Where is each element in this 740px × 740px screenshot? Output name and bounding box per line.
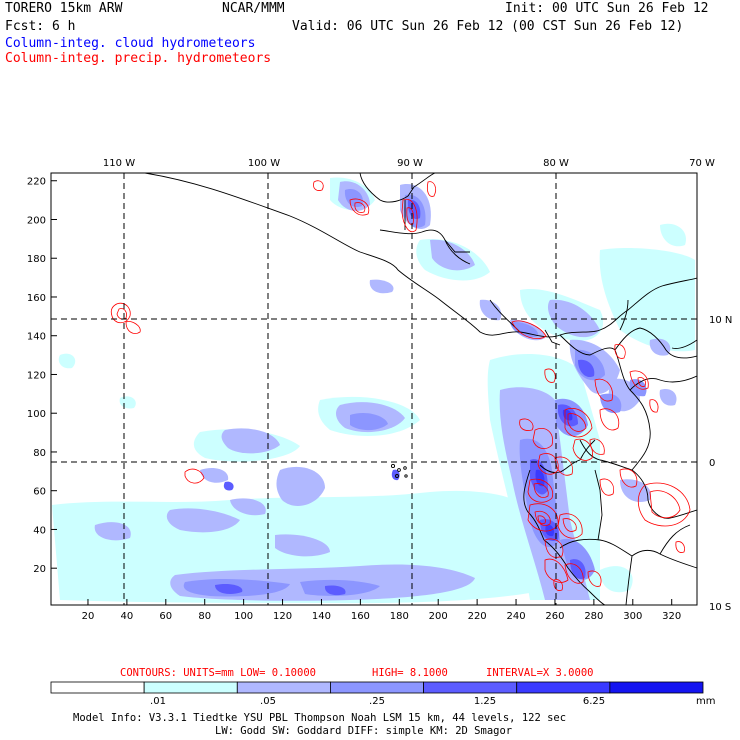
y-tick-label: 220 (27, 177, 46, 188)
colorbar-unit: mm (696, 696, 715, 707)
colorbar-swatch (516, 681, 611, 694)
lon-label: 70 W (689, 158, 715, 169)
lat-label: 10 S (709, 602, 731, 613)
plot-frame (50, 172, 698, 606)
x-tick-label: 300 (623, 611, 642, 622)
y-axis-ticks: 20 40 60 80 100 120 140 160 180 200 220 (27, 177, 57, 575)
colorbar-label: .01 (150, 696, 166, 707)
precip-contours (110, 180, 691, 591)
init-time: Init: 00 UTC Sun 26 Feb 12 (505, 1, 709, 16)
lon-label: 80 W (543, 158, 569, 169)
colorbar-label: .25 (369, 696, 385, 707)
x-tick-label: 100 (234, 611, 253, 622)
contour-high: HIGH= 8.1000 (372, 667, 448, 679)
x-tick-label: 40 (121, 611, 134, 622)
x-tick-label: 260 (545, 611, 564, 622)
model-name: TORERO 15km ARW (5, 1, 123, 16)
colorbar-label: 6.25 (583, 696, 605, 707)
x-tick-label: 180 (390, 611, 409, 622)
colorbar-swatch (50, 681, 145, 694)
x-tick-label: 60 (159, 611, 172, 622)
graticule (51, 173, 697, 605)
field-title-cloud: Column-integ. cloud hydrometeors (5, 36, 256, 51)
colorbar-label: .05 (260, 696, 276, 707)
coastlines (144, 173, 697, 605)
x-axis-ticks: 20 40 60 80 100 120 140 160 180 200 220 240 260 280 30… (82, 599, 681, 622)
colorbar-label: 1.25 (474, 696, 496, 707)
y-tick-label: 200 (27, 215, 46, 226)
colorbar-swatch (236, 681, 331, 694)
lat-label: 0 (709, 458, 715, 469)
y-tick-label: 40 (33, 525, 46, 536)
y-tick-label: 120 (27, 370, 46, 381)
x-tick-label: 280 (584, 611, 603, 622)
lon-label: 90 W (397, 158, 423, 169)
x-tick-label: 320 (662, 611, 681, 622)
forecast-hour: Fcst: 6 h (5, 19, 76, 34)
model-info: Model Info: V3.3.1 Tiedtke YSU PBL Thomp… (73, 712, 567, 724)
organization-label: NCAR/MMM (222, 1, 285, 16)
x-tick-label: 20 (82, 611, 95, 622)
physics-info: LW: Godd SW: Goddard DIFF: simple KM: 2D… (215, 725, 513, 737)
y-tick-label: 20 (33, 564, 46, 575)
x-tick-label: 160 (351, 611, 370, 622)
valid-time: Valid: 06 UTC Sun 26 Feb 12 (00 CST Sun … (292, 19, 684, 34)
x-tick-label: 240 (506, 611, 525, 622)
colorbar (50, 681, 704, 694)
lon-label: 100 W (248, 158, 280, 169)
colorbar-swatch (609, 681, 704, 694)
field-title-precip: Column-integ. precip. hydrometeors (5, 51, 272, 66)
lon-label: 110 W (103, 158, 135, 169)
x-tick-label: 120 (273, 611, 292, 622)
x-tick-label: 140 (312, 611, 331, 622)
cloud-hydrometeor-shading (52, 177, 695, 604)
y-tick-label: 100 (27, 409, 46, 420)
x-tick-label: 80 (198, 611, 211, 622)
x-tick-label: 220 (468, 611, 487, 622)
colorbar-swatch (423, 681, 518, 694)
colorbar-swatch (143, 681, 238, 694)
colorbar-swatch (330, 681, 424, 694)
contour-info: CONTOURS: UNITS=mm LOW= 0.10000 (120, 667, 316, 679)
y-tick-label: 60 (33, 487, 46, 498)
y-tick-label: 160 (27, 293, 46, 304)
lat-label: 10 N (709, 315, 732, 326)
y-tick-label: 180 (27, 254, 46, 265)
contour-interval: INTERVAL=X 3.0000 (486, 667, 593, 679)
y-tick-label: 140 (27, 332, 46, 343)
y-tick-label: 80 (33, 448, 46, 459)
x-tick-label: 200 (429, 611, 448, 622)
